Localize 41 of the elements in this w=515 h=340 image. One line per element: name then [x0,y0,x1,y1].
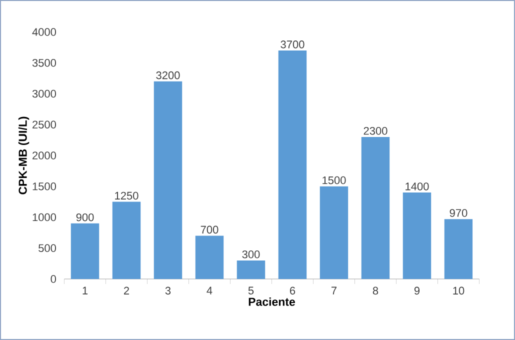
data-label: 700 [200,226,218,234]
bar [195,236,224,279]
y-tick-label: 1000 [32,213,56,222]
y-tick-label: 3000 [32,90,56,98]
bar [361,136,390,279]
x-tick-label: 2 [124,286,130,294]
bar [236,260,266,279]
y-tick-label: 2500 [32,120,56,129]
data-label: 3200 [156,71,180,80]
x-tick-label: 8 [372,286,378,295]
y-tick-label: 0 [50,275,56,283]
bar [154,81,182,279]
x-tick-label: 10 [453,286,464,295]
data-label: 2300 [364,126,388,135]
y-tick-label: 1500 [32,182,56,190]
y-tick-label: 2000 [32,152,56,160]
x-tick-label: 3 [165,286,171,295]
y-axis-title: CPK-MB (UI/L) [18,116,30,194]
x-tick-label: 7 [332,286,336,294]
data-label: 900 [76,213,94,222]
x-tick-label: 5 [248,286,254,294]
x-tick-label: 9 [414,286,420,295]
y-tick-label: 500 [38,244,56,252]
data-label: 970 [450,209,468,217]
bar [320,186,348,279]
data-label: 1250 [115,192,138,200]
x-axis-title: Paciente [248,297,296,306]
data-label: 3700 [280,40,304,48]
bar [402,192,432,279]
bar [112,202,141,279]
data-label: 1500 [322,176,346,184]
data-label: 1400 [406,182,429,190]
y-tick-label: 4000 [32,28,56,36]
x-tick-label: 1 [82,286,88,294]
bar [444,219,473,279]
x-tick-label: 4 [206,286,212,294]
y-tick-label: 3500 [32,58,56,67]
data-label: 300 [242,250,260,258]
bar [278,50,307,279]
bar [70,223,100,279]
x-tick-label: 6 [290,286,296,295]
